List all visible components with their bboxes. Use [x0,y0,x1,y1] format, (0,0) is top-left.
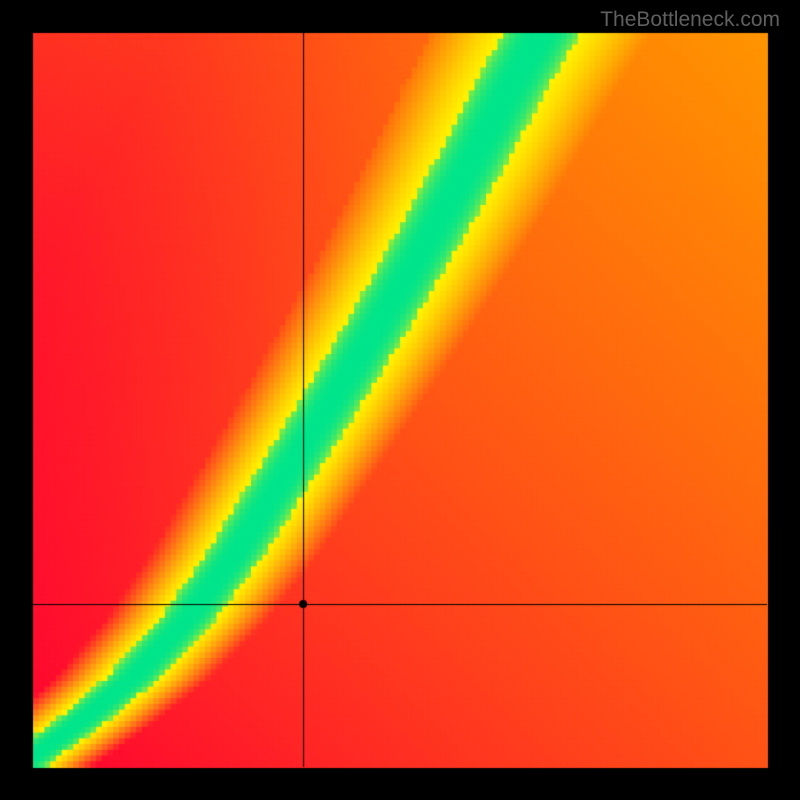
bottleneck-heatmap [0,0,800,800]
watermark-text: TheBottleneck.com [600,8,780,32]
